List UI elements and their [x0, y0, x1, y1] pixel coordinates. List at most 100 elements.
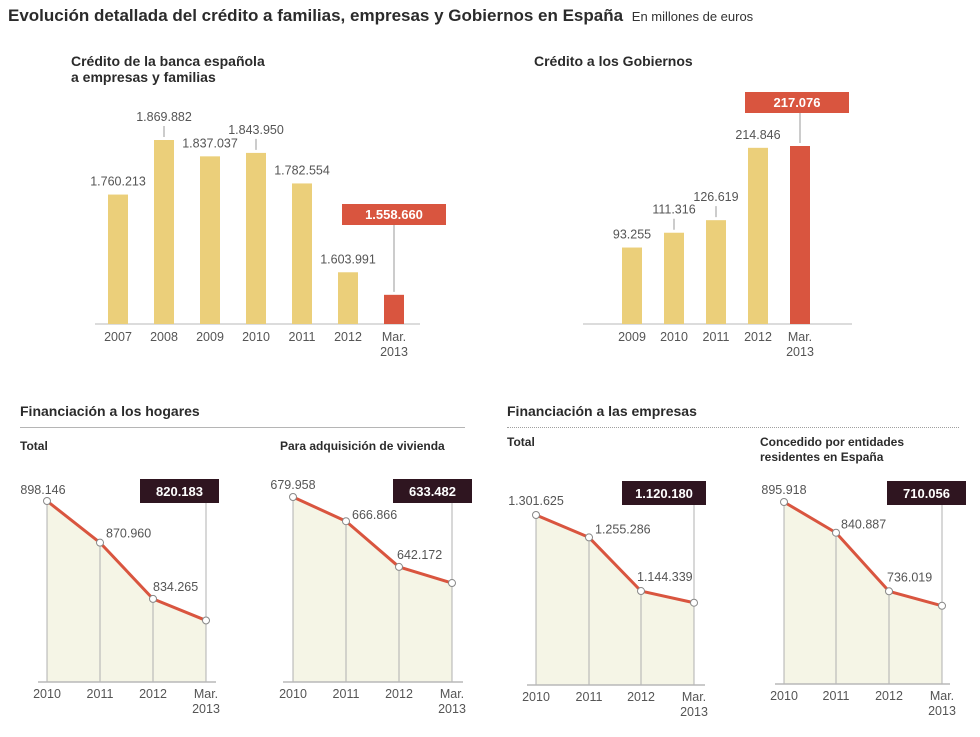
bar-2008 [154, 140, 174, 324]
x-tick-label: 2010 [242, 330, 270, 344]
x-tick-label: 2009 [618, 330, 646, 344]
x-tick-label: 2011 [87, 687, 114, 701]
chart-title-hogares-vivienda: Para adquisición de vivienda [280, 439, 445, 454]
point-value-label: 895.918 [761, 483, 806, 497]
highlight-value-label: 1.558.660 [365, 207, 423, 222]
x-tick-label: Mar. 2013 [928, 689, 956, 718]
section-divider-empresas [507, 427, 959, 428]
data-point [532, 511, 540, 519]
x-tick-label: Mar. 2013 [438, 687, 466, 716]
x-tick-label: 2012 [744, 330, 772, 344]
x-tick-label: 2011 [703, 330, 730, 344]
line-chart-hogares-vivienda: 2010 679.958 2011 666.866 2012 642.172 Mar. 201… [270, 478, 472, 716]
chart-title-hogares-total: Total [20, 439, 48, 454]
bar-Mar2013 [384, 294, 404, 324]
bar-value-label: 93.255 [613, 228, 651, 242]
highlight-label-box [140, 479, 219, 503]
bar-value-label: 111.316 [652, 203, 695, 217]
bar-value-label: 1.843.950 [228, 123, 284, 137]
bar-chart-credito-gobiernos: 2009 93.255 2010 111.316 2011 126.619 2012 214.… [583, 92, 852, 359]
data-point [43, 497, 51, 505]
bar-value-label: 1.603.991 [320, 252, 376, 266]
area-fill [47, 501, 206, 682]
point-value-label: 834.265 [153, 580, 198, 594]
x-tick-label: 2010 [660, 330, 688, 344]
x-tick-label: 2011 [333, 687, 360, 701]
data-point [585, 533, 593, 542]
chart-title-line: a empresas y familias [71, 69, 216, 85]
bar-value-label: 126.619 [693, 190, 738, 204]
x-tick-label: 2010 [522, 690, 550, 704]
point-value-label: 642.172 [397, 548, 442, 562]
bar-2011 [706, 220, 726, 324]
x-tick-label: 2012 [334, 330, 362, 344]
x-tick-label: 2010 [279, 687, 307, 701]
x-tick-label: Mar. 2013 [786, 330, 814, 359]
chart-title-credito-gobiernos: Crédito a los Gobiernos [534, 53, 693, 69]
data-point [938, 601, 946, 610]
x-tick-label: 2011 [576, 690, 603, 704]
data-point [202, 616, 210, 625]
bar-Mar2013 [790, 146, 810, 324]
x-tick-label: Mar. 2013 [192, 687, 220, 716]
data-point [448, 579, 456, 588]
data-point [149, 594, 157, 603]
line-chart-empresas-total: 2010 1.301.625 2011 1.255.286 2012 1.144.339 M… [508, 481, 708, 719]
point-value-label: 870.960 [106, 527, 151, 541]
x-tick-label: 2012 [139, 687, 167, 701]
data-point [780, 498, 788, 506]
bar-value-label: 1.837.037 [182, 136, 238, 150]
chart-title-empresas-residentes: Concedido por entidades residentes en Es… [760, 435, 904, 465]
highlight-value-label: 710.056 [903, 486, 950, 501]
bar-2007 [108, 194, 128, 324]
area-fill [784, 502, 942, 684]
highlight-value-label: 1.120.180 [635, 486, 693, 501]
chart-title-line: Crédito de la banca española [71, 53, 265, 69]
x-tick-label: 2009 [196, 330, 224, 344]
bar-2009 [200, 156, 220, 324]
line-chart-hogares-total: 2010 898.146 2011 870.960 2012 834.265 Mar. 201… [20, 479, 220, 716]
section-title-empresas: Financiación a las empresas [507, 403, 697, 419]
highlight-value-label: 217.076 [774, 95, 821, 110]
highlight-label-box [745, 92, 849, 113]
page-title: Evolución detallada del crédito a famili… [8, 6, 753, 26]
bar-2011 [292, 183, 312, 324]
data-point [690, 598, 698, 607]
series-line [535, 513, 695, 605]
data-point [395, 562, 403, 571]
data-point [96, 538, 104, 547]
bar-value-label: 214.846 [735, 128, 780, 142]
x-tick-label: 2011 [823, 689, 850, 703]
point-value-label: 1.301.625 [508, 494, 564, 508]
series-line [292, 495, 453, 585]
highlight-value-label: 820.183 [156, 484, 203, 499]
chart-title-line: Total [507, 435, 535, 449]
bar-value-label: 1.782.554 [274, 163, 330, 177]
series-line [783, 500, 943, 608]
x-tick-label: 2012 [627, 690, 655, 704]
point-value-label: 736.019 [887, 570, 932, 584]
point-value-label: 679.958 [270, 478, 315, 492]
x-tick-label: 2012 [875, 689, 903, 703]
highlight-label-box [622, 481, 706, 505]
chart-title-credito-banca: Crédito de la banca española a empresas … [71, 53, 265, 85]
section-title-hogares: Financiación a los hogares [20, 403, 200, 419]
point-value-label: 1.144.339 [637, 570, 693, 584]
line-chart-empresas-residentes: 2010 895.918 2011 840.887 2012 736.019 Mar. 201… [761, 481, 966, 718]
bar-2012 [338, 272, 358, 324]
page-subtitle: En millones de euros [631, 9, 754, 24]
section-divider-hogares [20, 427, 465, 428]
bar-value-label: 1.760.213 [90, 175, 146, 189]
highlight-label-box [342, 204, 446, 225]
highlight-value-label: 633.482 [409, 484, 456, 499]
point-value-label: 1.255.286 [595, 522, 651, 536]
area-fill [536, 515, 694, 685]
x-tick-label: Mar. 2013 [680, 690, 708, 719]
bar-value-label: 1.869.882 [136, 110, 192, 124]
point-value-label: 840.887 [841, 518, 886, 532]
point-value-label: 898.146 [20, 483, 65, 497]
x-tick-label: 2007 [104, 330, 132, 344]
data-point [289, 493, 297, 501]
x-tick-label: 2010 [33, 687, 61, 701]
chart-title-line: Para adquisición de vivienda [280, 439, 445, 453]
